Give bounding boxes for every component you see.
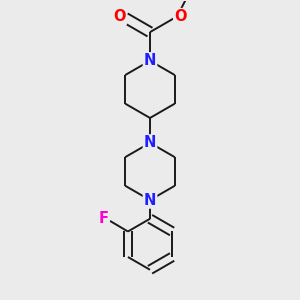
Text: O: O [174, 9, 187, 24]
Text: N: N [144, 193, 156, 208]
Text: F: F [99, 211, 109, 226]
Text: N: N [144, 135, 156, 150]
Text: N: N [144, 53, 156, 68]
Text: O: O [113, 9, 126, 24]
